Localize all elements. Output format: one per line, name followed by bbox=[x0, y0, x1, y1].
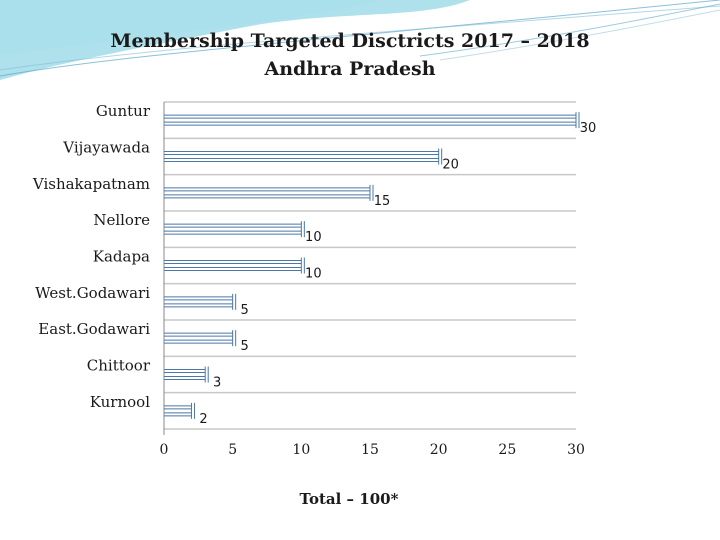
bar bbox=[164, 402, 195, 419]
data-label: 5 bbox=[241, 339, 249, 354]
category-label: Nellore bbox=[93, 211, 150, 229]
category-labels: Guntur Vijayawada Vishakapatnam Nellore Kada… bbox=[32, 102, 151, 411]
category-label: Vishakapatnam bbox=[32, 175, 150, 193]
gridlines bbox=[163, 101, 576, 435]
category-label: Guntur bbox=[96, 102, 151, 120]
category-label: Chittoor bbox=[87, 357, 151, 375]
x-tick-label: 5 bbox=[228, 442, 237, 458]
category-label: East.Godawari bbox=[38, 320, 150, 338]
data-label: 15 bbox=[374, 194, 391, 209]
category-label: Vijayawada bbox=[62, 139, 150, 157]
data-label: 2 bbox=[199, 412, 207, 427]
data-label: 10 bbox=[305, 230, 322, 245]
x-tick-label: 25 bbox=[498, 442, 516, 458]
category-label: Kadapa bbox=[93, 248, 150, 266]
value-labels: 30 20 15 10 10 5 5 3 2 bbox=[199, 121, 596, 427]
bar bbox=[164, 184, 374, 201]
chart-title: Membership Targeted Disctricts 2017 – 20… bbox=[110, 30, 590, 52]
x-axis-label: Total – 100* bbox=[300, 490, 399, 508]
bar bbox=[164, 330, 237, 347]
x-tick-label: 10 bbox=[292, 442, 310, 458]
data-label: 3 bbox=[213, 376, 221, 391]
bar bbox=[164, 148, 443, 165]
x-axis-ticks: 0 5 10 15 20 25 30 bbox=[160, 442, 585, 458]
category-label: West.Godawari bbox=[35, 284, 150, 302]
x-tick-label: 15 bbox=[361, 442, 379, 458]
x-tick-label: 20 bbox=[430, 442, 448, 458]
x-tick-label: 30 bbox=[567, 442, 585, 458]
category-label: Kurnool bbox=[90, 393, 150, 411]
data-label: 30 bbox=[580, 121, 597, 136]
bar bbox=[164, 293, 237, 310]
bar bbox=[164, 257, 305, 274]
data-label: 5 bbox=[241, 303, 249, 318]
data-label: 10 bbox=[305, 267, 322, 282]
bars bbox=[164, 112, 580, 419]
bar bbox=[164, 112, 580, 129]
bar bbox=[164, 221, 305, 238]
chart-subtitle: Andhra Pradesh bbox=[264, 58, 436, 80]
x-tick-label: 0 bbox=[160, 442, 169, 458]
data-label: 20 bbox=[442, 158, 459, 173]
bar bbox=[164, 366, 209, 383]
